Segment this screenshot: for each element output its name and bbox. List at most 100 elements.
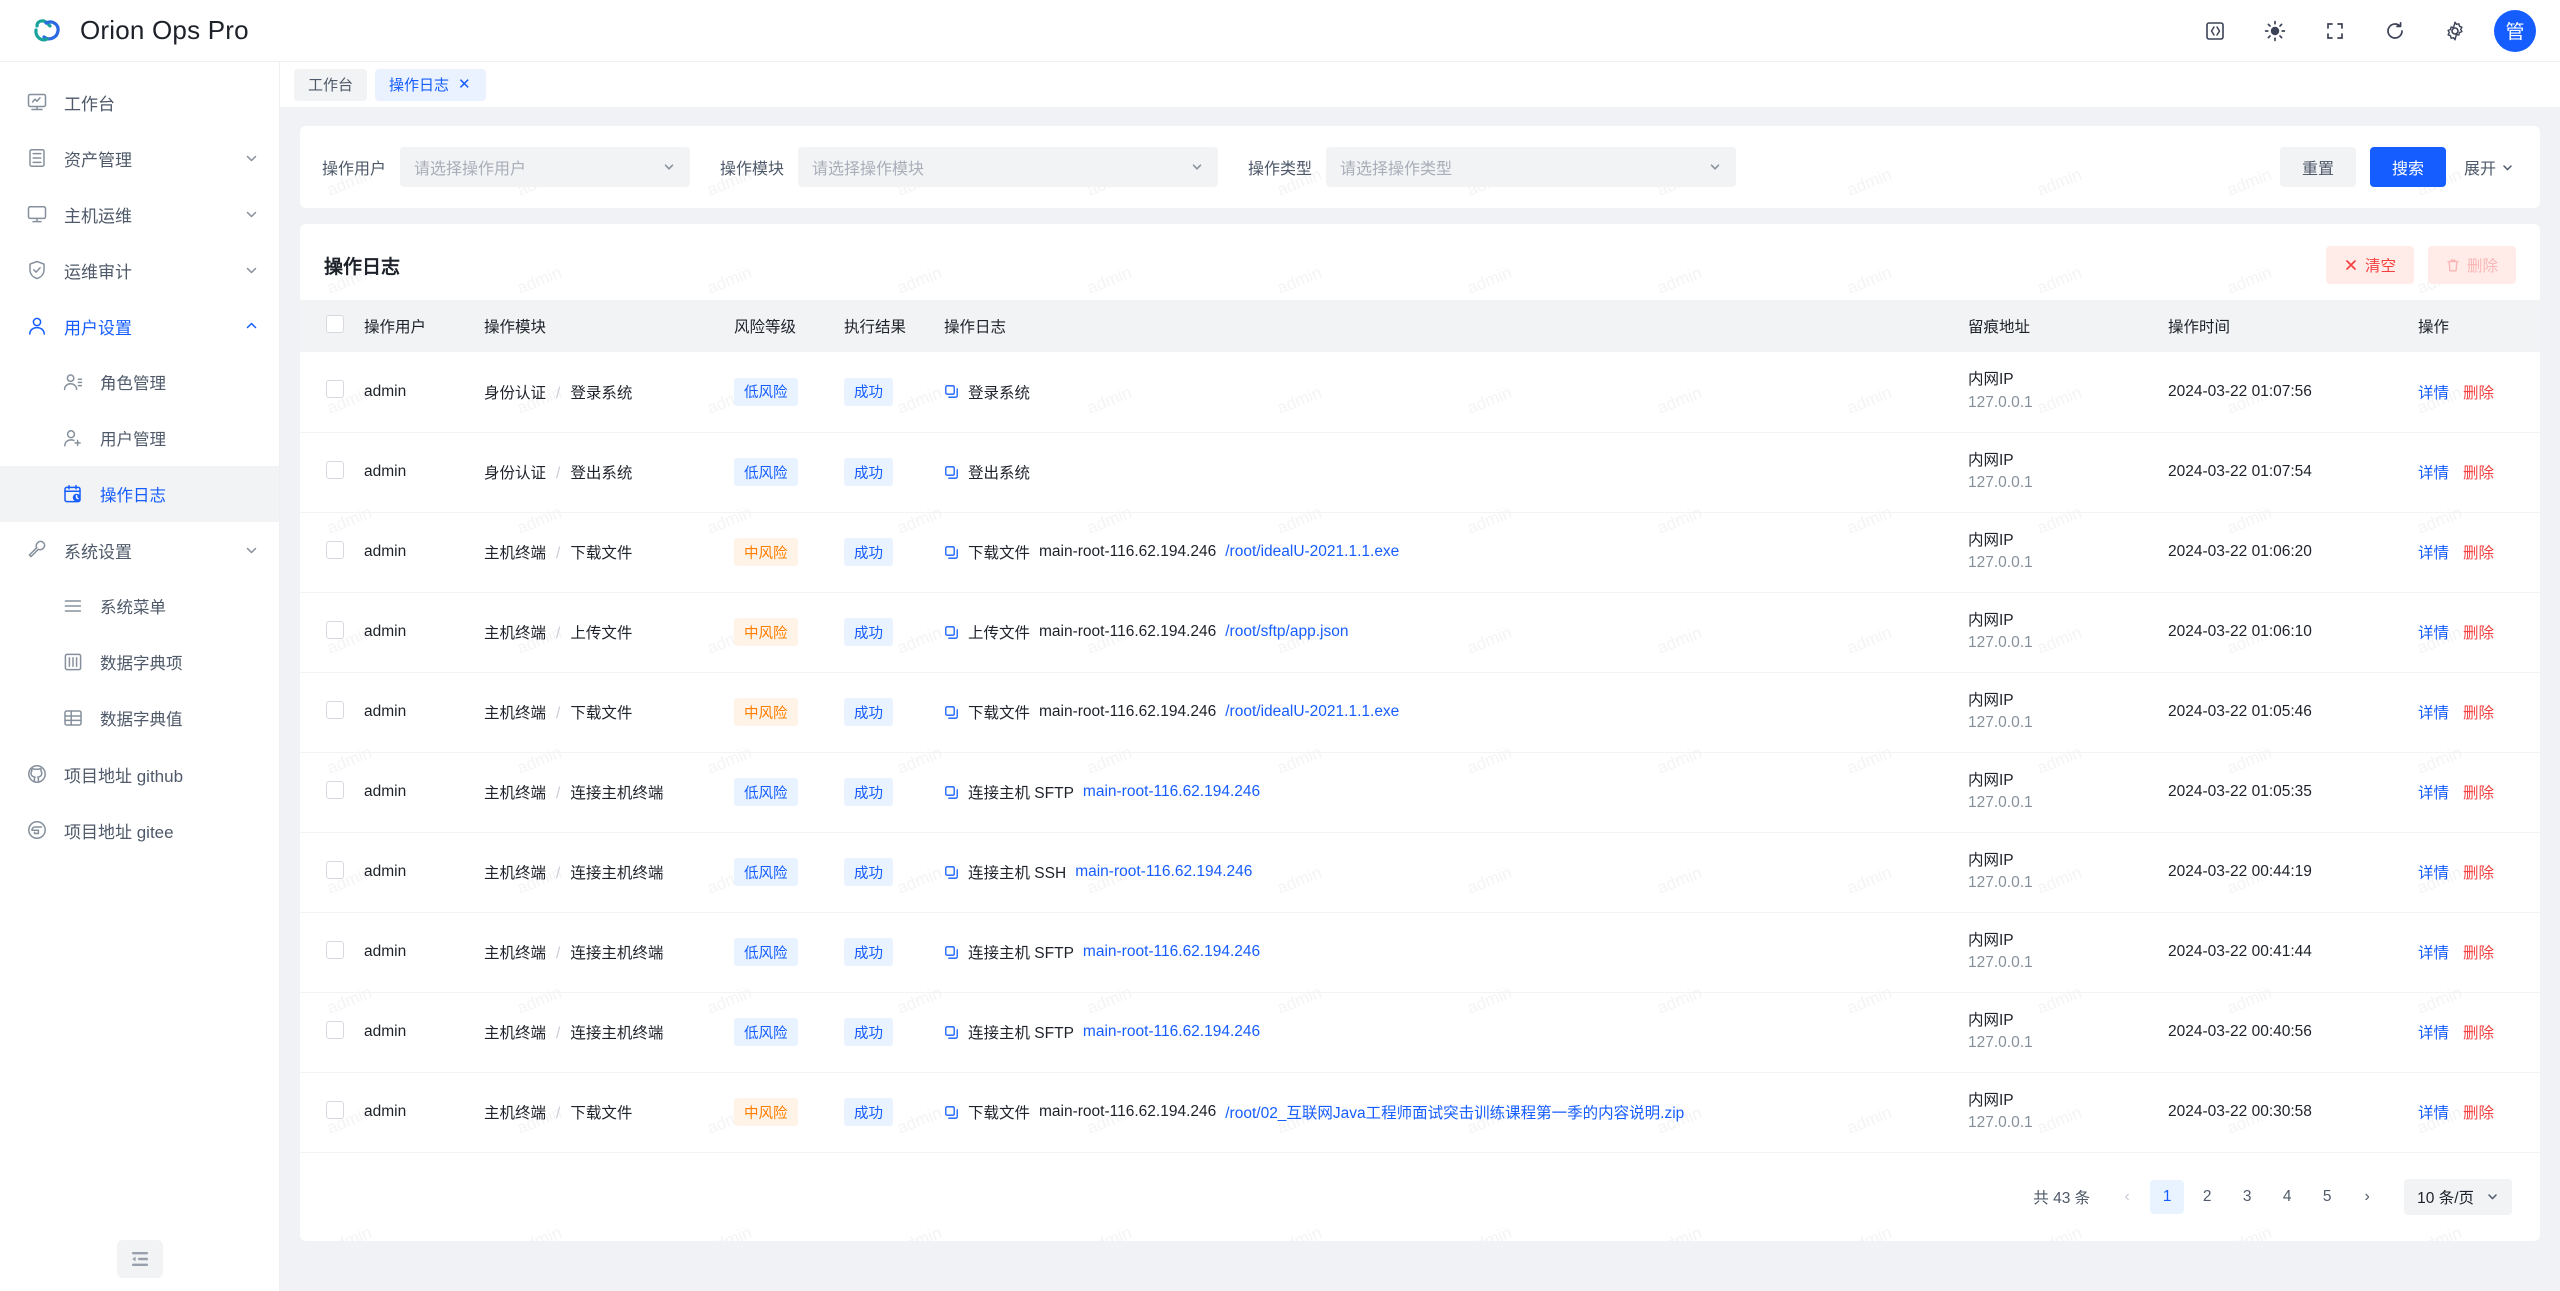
row-checkbox[interactable] bbox=[326, 700, 344, 719]
copy-icon[interactable] bbox=[944, 705, 959, 720]
row-checkbox[interactable] bbox=[326, 1100, 344, 1119]
fullscreen-icon[interactable] bbox=[2314, 10, 2356, 52]
chevron-down-icon[interactable] bbox=[244, 151, 259, 166]
copy-icon[interactable] bbox=[944, 384, 959, 399]
row-checkbox[interactable] bbox=[326, 540, 344, 559]
sidebar-item-9[interactable]: 系统菜单 bbox=[0, 578, 279, 634]
sidebar-item-4[interactable]: 用户设置 bbox=[0, 298, 279, 354]
row-checkbox[interactable] bbox=[326, 460, 344, 479]
tab-0[interactable]: 工作台 bbox=[294, 68, 368, 101]
chevron-up-icon[interactable] bbox=[244, 319, 259, 334]
chevron-down-icon[interactable] bbox=[244, 543, 259, 558]
detail-link[interactable]: 详情 bbox=[2418, 865, 2450, 882]
table-row[interactable]: admin 主机终端 / 连接主机终端 低风险 成功 连接主机 SFTP main-root-… bbox=[300, 992, 2540, 1073]
copy-icon[interactable] bbox=[944, 1025, 959, 1040]
table-row[interactable]: admin 主机终端 / 下载文件 中风险 成功 下载文件 main-root-116.62.… bbox=[300, 1072, 2540, 1153]
sidebar-item-8[interactable]: 系统设置 bbox=[0, 522, 279, 578]
log-link[interactable]: main-root-116.62.194.246 bbox=[1082, 943, 1261, 960]
table-row[interactable]: admin 主机终端 / 上传文件 中风险 成功 上传文件 main-root-116.62.… bbox=[300, 592, 2540, 673]
copy-icon[interactable] bbox=[944, 785, 959, 800]
sidebar-item-13[interactable]: 项目地址 gitee bbox=[0, 802, 279, 858]
filter-select-0[interactable]: 请选择操作用户 bbox=[400, 147, 691, 187]
log-link[interactable]: main-root-116.62.194.246 bbox=[1075, 863, 1253, 880]
filter-select-1[interactable]: 请选择操作模块 bbox=[798, 147, 1219, 187]
sidebar-item-0[interactable]: 工作台 bbox=[0, 74, 279, 130]
row-delete-link[interactable]: 删除 bbox=[2463, 384, 2495, 402]
sidebar-item-7[interactable]: 操作日志 bbox=[0, 466, 279, 522]
table-row[interactable]: admin 主机终端 / 连接主机终端 低风险 成功 连接主机 SFTP main-root-… bbox=[300, 912, 2540, 993]
copy-icon[interactable] bbox=[944, 1105, 959, 1120]
log-link[interactable]: /root/02_互联网Java工程师面试突击训练课程第一季的内容说明.zip bbox=[1225, 1105, 1685, 1122]
tab-close-icon[interactable]: ✕ bbox=[458, 76, 471, 93]
table-row[interactable]: admin 主机终端 / 连接主机终端 低风险 成功 连接主机 SSH main-root-1… bbox=[300, 832, 2540, 913]
clear-button[interactable]: 清空 bbox=[2325, 246, 2414, 284]
copy-icon[interactable] bbox=[944, 625, 959, 640]
detail-link[interactable]: 详情 bbox=[2418, 1105, 2450, 1122]
row-delete-link[interactable]: 删除 bbox=[2463, 705, 2495, 722]
sidebar-item-3[interactable]: 运维审计 bbox=[0, 242, 279, 298]
brightness-icon[interactable] bbox=[2254, 10, 2296, 52]
sidebar-item-1[interactable]: 资产管理 bbox=[0, 130, 279, 186]
code-icon[interactable] bbox=[2194, 10, 2236, 52]
refresh-icon[interactable] bbox=[2374, 10, 2416, 52]
detail-link[interactable]: 详情 bbox=[2418, 785, 2450, 802]
row-delete-link[interactable]: 删除 bbox=[2463, 625, 2495, 642]
table-row[interactable]: admin 主机终端 / 下载文件 中风险 成功 下载文件 main-root-116.62.… bbox=[300, 672, 2540, 753]
brand[interactable]: Orion Ops Pro bbox=[0, 13, 249, 49]
chevron-down-icon[interactable] bbox=[244, 207, 259, 222]
copy-icon[interactable] bbox=[944, 945, 959, 960]
sidebar-item-12[interactable]: 项目地址 github bbox=[0, 746, 279, 802]
log-link[interactable]: main-root-116.62.194.246 bbox=[1082, 783, 1261, 800]
row-delete-link[interactable]: 删除 bbox=[2463, 545, 2495, 562]
page-size-select[interactable]: 10 条/页 bbox=[2404, 1178, 2512, 1215]
row-delete-link[interactable]: 删除 bbox=[2463, 785, 2495, 802]
copy-icon[interactable] bbox=[944, 865, 959, 880]
page-number-1[interactable]: 1 bbox=[2150, 1179, 2185, 1214]
detail-link[interactable]: 详情 bbox=[2418, 625, 2450, 642]
sidebar-item-5[interactable]: 角色管理 bbox=[0, 354, 279, 410]
detail-link[interactable]: 详情 bbox=[2418, 945, 2450, 962]
collapse-icon[interactable] bbox=[117, 1240, 163, 1278]
tab-1[interactable]: 操作日志 ✕ bbox=[375, 68, 486, 101]
row-delete-link[interactable]: 删除 bbox=[2463, 1025, 2495, 1042]
detail-link[interactable]: 详情 bbox=[2418, 1025, 2450, 1042]
table-row[interactable]: admin 身份认证 / 登录系统 低风险 成功 登录系统 内网IP 127.0.0.1 2024… bbox=[300, 352, 2540, 433]
sidebar-item-6[interactable]: 用户管理 bbox=[0, 410, 279, 466]
sidebar-item-2[interactable]: 主机运维 bbox=[0, 186, 279, 242]
page-number-2[interactable]: 2 bbox=[2202, 1187, 2212, 1205]
row-checkbox[interactable] bbox=[326, 780, 344, 799]
table-row[interactable]: admin 主机终端 / 下载文件 中风险 成功 下载文件 main-root-116.62.… bbox=[300, 512, 2540, 593]
avatar[interactable]: 管 bbox=[2494, 9, 2536, 52]
page-number-3[interactable]: 3 bbox=[2242, 1187, 2252, 1205]
log-link[interactable]: main-root-116.62.194.246 bbox=[1082, 1023, 1261, 1040]
sidebar-item-11[interactable]: 数据字典值 bbox=[0, 690, 279, 746]
row-checkbox[interactable] bbox=[326, 620, 344, 639]
table-row[interactable]: admin 身份认证 / 登出系统 低风险 成功 登出系统 内网IP 127.0.0.1 2024… bbox=[300, 432, 2540, 513]
prev-page-button[interactable]: ‹ bbox=[2124, 1187, 2130, 1205]
search-button[interactable]: 搜索 bbox=[2369, 147, 2446, 187]
copy-icon[interactable] bbox=[944, 465, 959, 480]
row-checkbox[interactable] bbox=[326, 860, 344, 879]
row-checkbox[interactable] bbox=[326, 940, 344, 959]
row-delete-link[interactable]: 删除 bbox=[2463, 945, 2495, 962]
delete-selected-button[interactable]: 删除 bbox=[2427, 246, 2516, 284]
log-link[interactable]: /root/idealU-2021.1.1.exe bbox=[1225, 543, 1400, 560]
reset-button[interactable]: 重置 bbox=[2279, 147, 2356, 187]
page-number-5[interactable]: 5 bbox=[2322, 1187, 2332, 1205]
page-number-4[interactable]: 4 bbox=[2282, 1187, 2292, 1205]
row-checkbox[interactable] bbox=[326, 380, 344, 399]
detail-link[interactable]: 详情 bbox=[2418, 545, 2450, 562]
copy-icon[interactable] bbox=[944, 545, 959, 560]
detail-link[interactable]: 详情 bbox=[2418, 384, 2450, 402]
filter-select-2[interactable]: 请选择操作类型 bbox=[1326, 147, 1737, 187]
sidebar-item-10[interactable]: 数据字典项 bbox=[0, 634, 279, 690]
chevron-down-icon[interactable] bbox=[244, 263, 259, 278]
log-link[interactable]: /root/idealU-2021.1.1.exe bbox=[1225, 703, 1400, 720]
row-checkbox[interactable] bbox=[326, 1020, 344, 1039]
log-link[interactable]: /root/sftp/app.json bbox=[1225, 623, 1349, 640]
row-delete-link[interactable]: 删除 bbox=[2463, 1105, 2495, 1122]
gear-icon[interactable] bbox=[2434, 10, 2476, 52]
next-page-button[interactable]: › bbox=[2364, 1187, 2370, 1205]
select-all-checkbox[interactable] bbox=[326, 314, 344, 333]
row-delete-link[interactable]: 删除 bbox=[2463, 465, 2495, 482]
